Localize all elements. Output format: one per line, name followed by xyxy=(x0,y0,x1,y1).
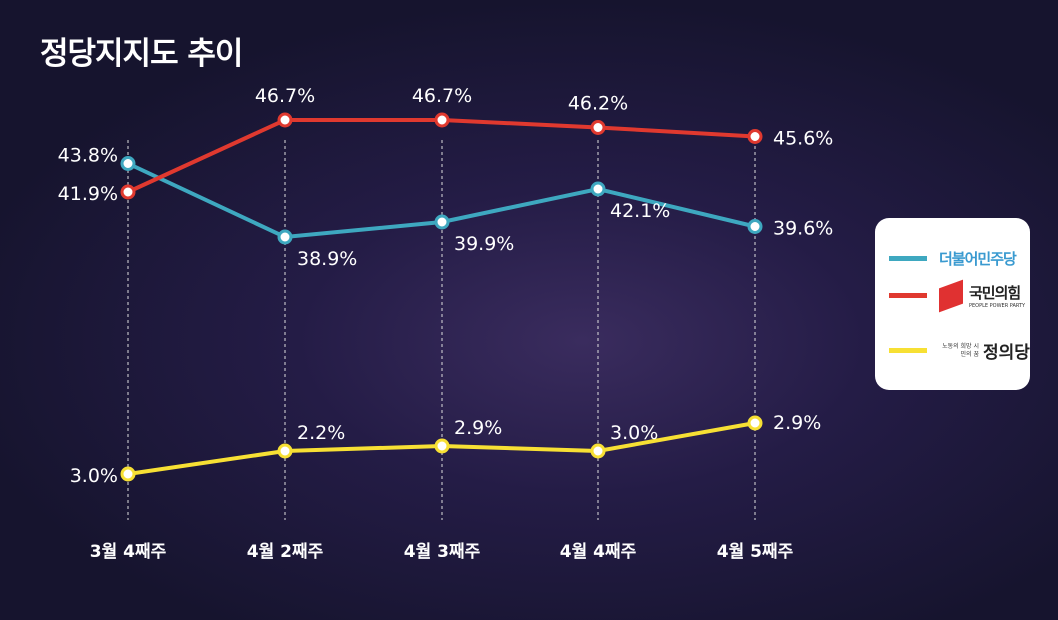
justice-logo: 노동의 희망 시민의 꿈 정의당 xyxy=(939,338,1030,364)
ppp-logo: 국민의힘 PEOPLE POWER PARTY xyxy=(939,279,1026,312)
data-point xyxy=(590,181,606,197)
data-point xyxy=(277,229,293,245)
justice-slogan: 노동의 희망 시민의 꿈 xyxy=(942,342,979,358)
data-point xyxy=(120,156,136,171)
data-point xyxy=(120,466,136,482)
data-label: 46.2% xyxy=(568,93,628,115)
data-label: 43.8% xyxy=(58,145,118,167)
data-label: 42.1% xyxy=(610,200,670,222)
data-point xyxy=(434,438,450,454)
x-tick-label: 4월 4째주 xyxy=(560,542,637,562)
data-label: 2.9% xyxy=(454,417,502,439)
data-label: 45.6% xyxy=(773,128,833,150)
legend: 더불어민주당 국민의힘 PEOPLE POWER PARTY 노동의 희망 시민… xyxy=(875,218,1030,390)
data-point xyxy=(590,120,606,135)
data-label: 2.2% xyxy=(297,422,345,444)
data-label: 41.9% xyxy=(58,183,118,205)
data-point xyxy=(120,184,136,200)
chart-title: 정당지지도 추이 xyxy=(40,36,243,72)
data-point xyxy=(590,443,606,459)
data-point xyxy=(277,112,293,128)
data-label: 39.9% xyxy=(454,233,514,255)
legend-item-minjoo: 더불어민주당 xyxy=(889,248,1017,269)
data-point xyxy=(277,443,293,459)
data-label: 3.0% xyxy=(610,422,658,444)
data-label: 2.9% xyxy=(773,412,821,434)
legend-swatch xyxy=(889,293,927,298)
data-label: 38.9% xyxy=(297,248,357,270)
ppp-logo-icon xyxy=(939,279,963,312)
x-tick-label: 4월 2째주 xyxy=(247,542,324,562)
data-label: 39.6% xyxy=(773,218,833,240)
x-tick-label: 4월 5째주 xyxy=(717,542,794,562)
data-point xyxy=(434,214,450,230)
justice-logo-text: 정의당 xyxy=(983,343,1030,363)
x-tick-label: 3월 4째주 xyxy=(90,542,167,562)
legend-item-ppp: 국민의힘 PEOPLE POWER PARTY xyxy=(889,279,1026,312)
data-point xyxy=(434,112,450,128)
legend-swatch xyxy=(889,256,927,261)
legend-swatch xyxy=(889,348,927,353)
data-point xyxy=(747,219,763,234)
data-label: 3.0% xyxy=(70,465,118,487)
data-label: 46.7% xyxy=(255,85,315,107)
ppp-logo-text: 국민의힘 xyxy=(969,284,1021,302)
data-point xyxy=(747,415,763,431)
minjoo-logo: 더불어민주당 xyxy=(939,250,1017,268)
data-label: 46.7% xyxy=(412,85,472,107)
series-line-1 xyxy=(127,118,756,194)
x-tick-label: 4월 3째주 xyxy=(404,542,481,562)
data-point xyxy=(747,129,763,144)
legend-item-justice: 노동의 희망 시민의 꿈 정의당 xyxy=(889,338,1030,363)
ppp-logo-en: PEOPLE POWER PARTY xyxy=(969,303,1026,309)
